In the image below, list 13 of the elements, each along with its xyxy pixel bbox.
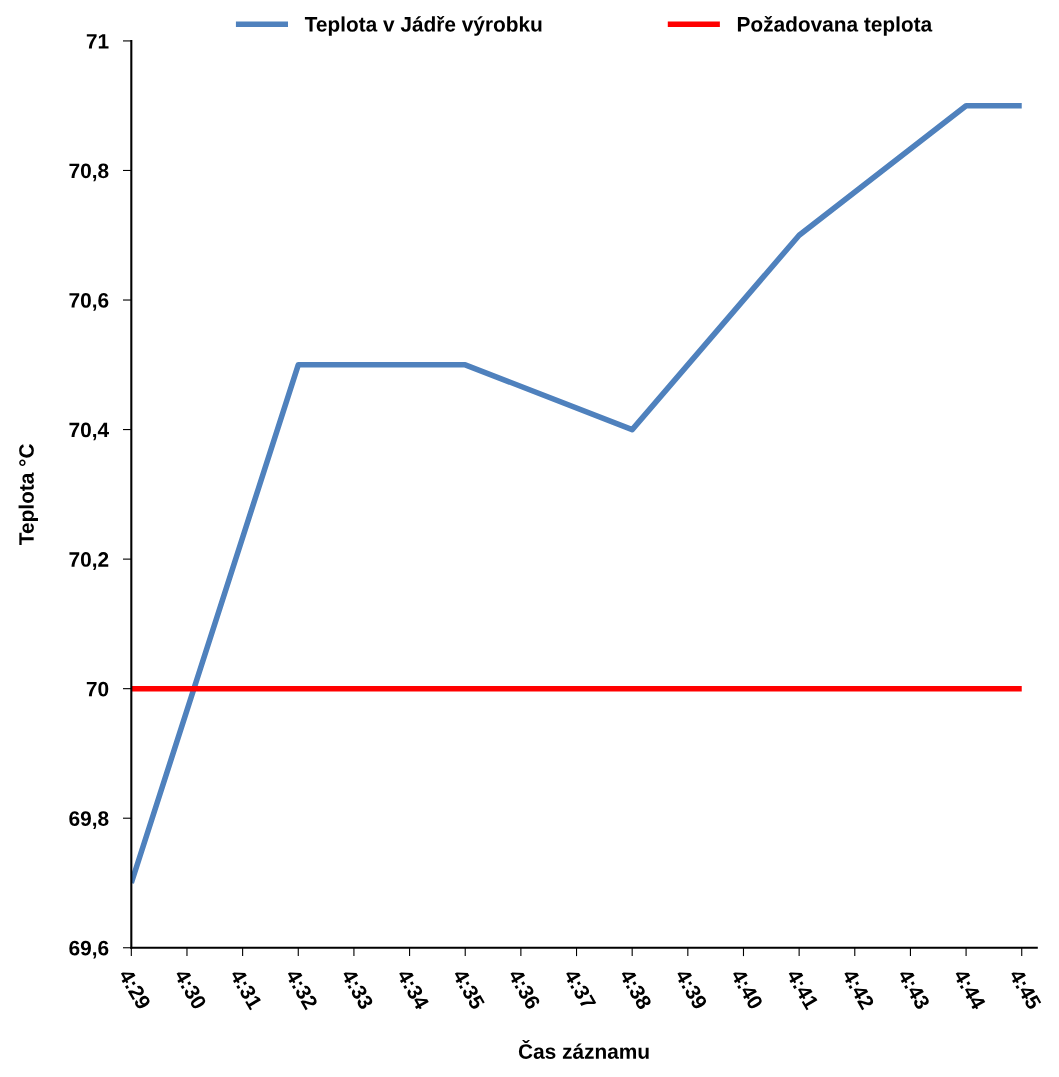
y-tick-label: 70,8	[69, 163, 109, 182]
y-axis-title: Teplota °C	[18, 444, 38, 545]
y-tick-label: 70	[86, 681, 109, 697]
y-tick-label: 70,6	[69, 293, 109, 311]
y-tick-label: 69,8	[69, 811, 109, 829]
y-tick-label: 70,4	[69, 422, 109, 441]
x-axis-title: Čas záznamu	[518, 1040, 649, 1059]
y-tick-label: 71	[86, 34, 109, 49]
legend-label: Požadovana teplota	[737, 15, 933, 36]
y-tick-label: 70,2	[69, 552, 109, 570]
x-tick-label: 4:37	[563, 967, 597, 1011]
y-tick-label: 69,6	[69, 940, 109, 959]
legend-label: Teplota v Jádře výrobku	[304, 15, 542, 36]
